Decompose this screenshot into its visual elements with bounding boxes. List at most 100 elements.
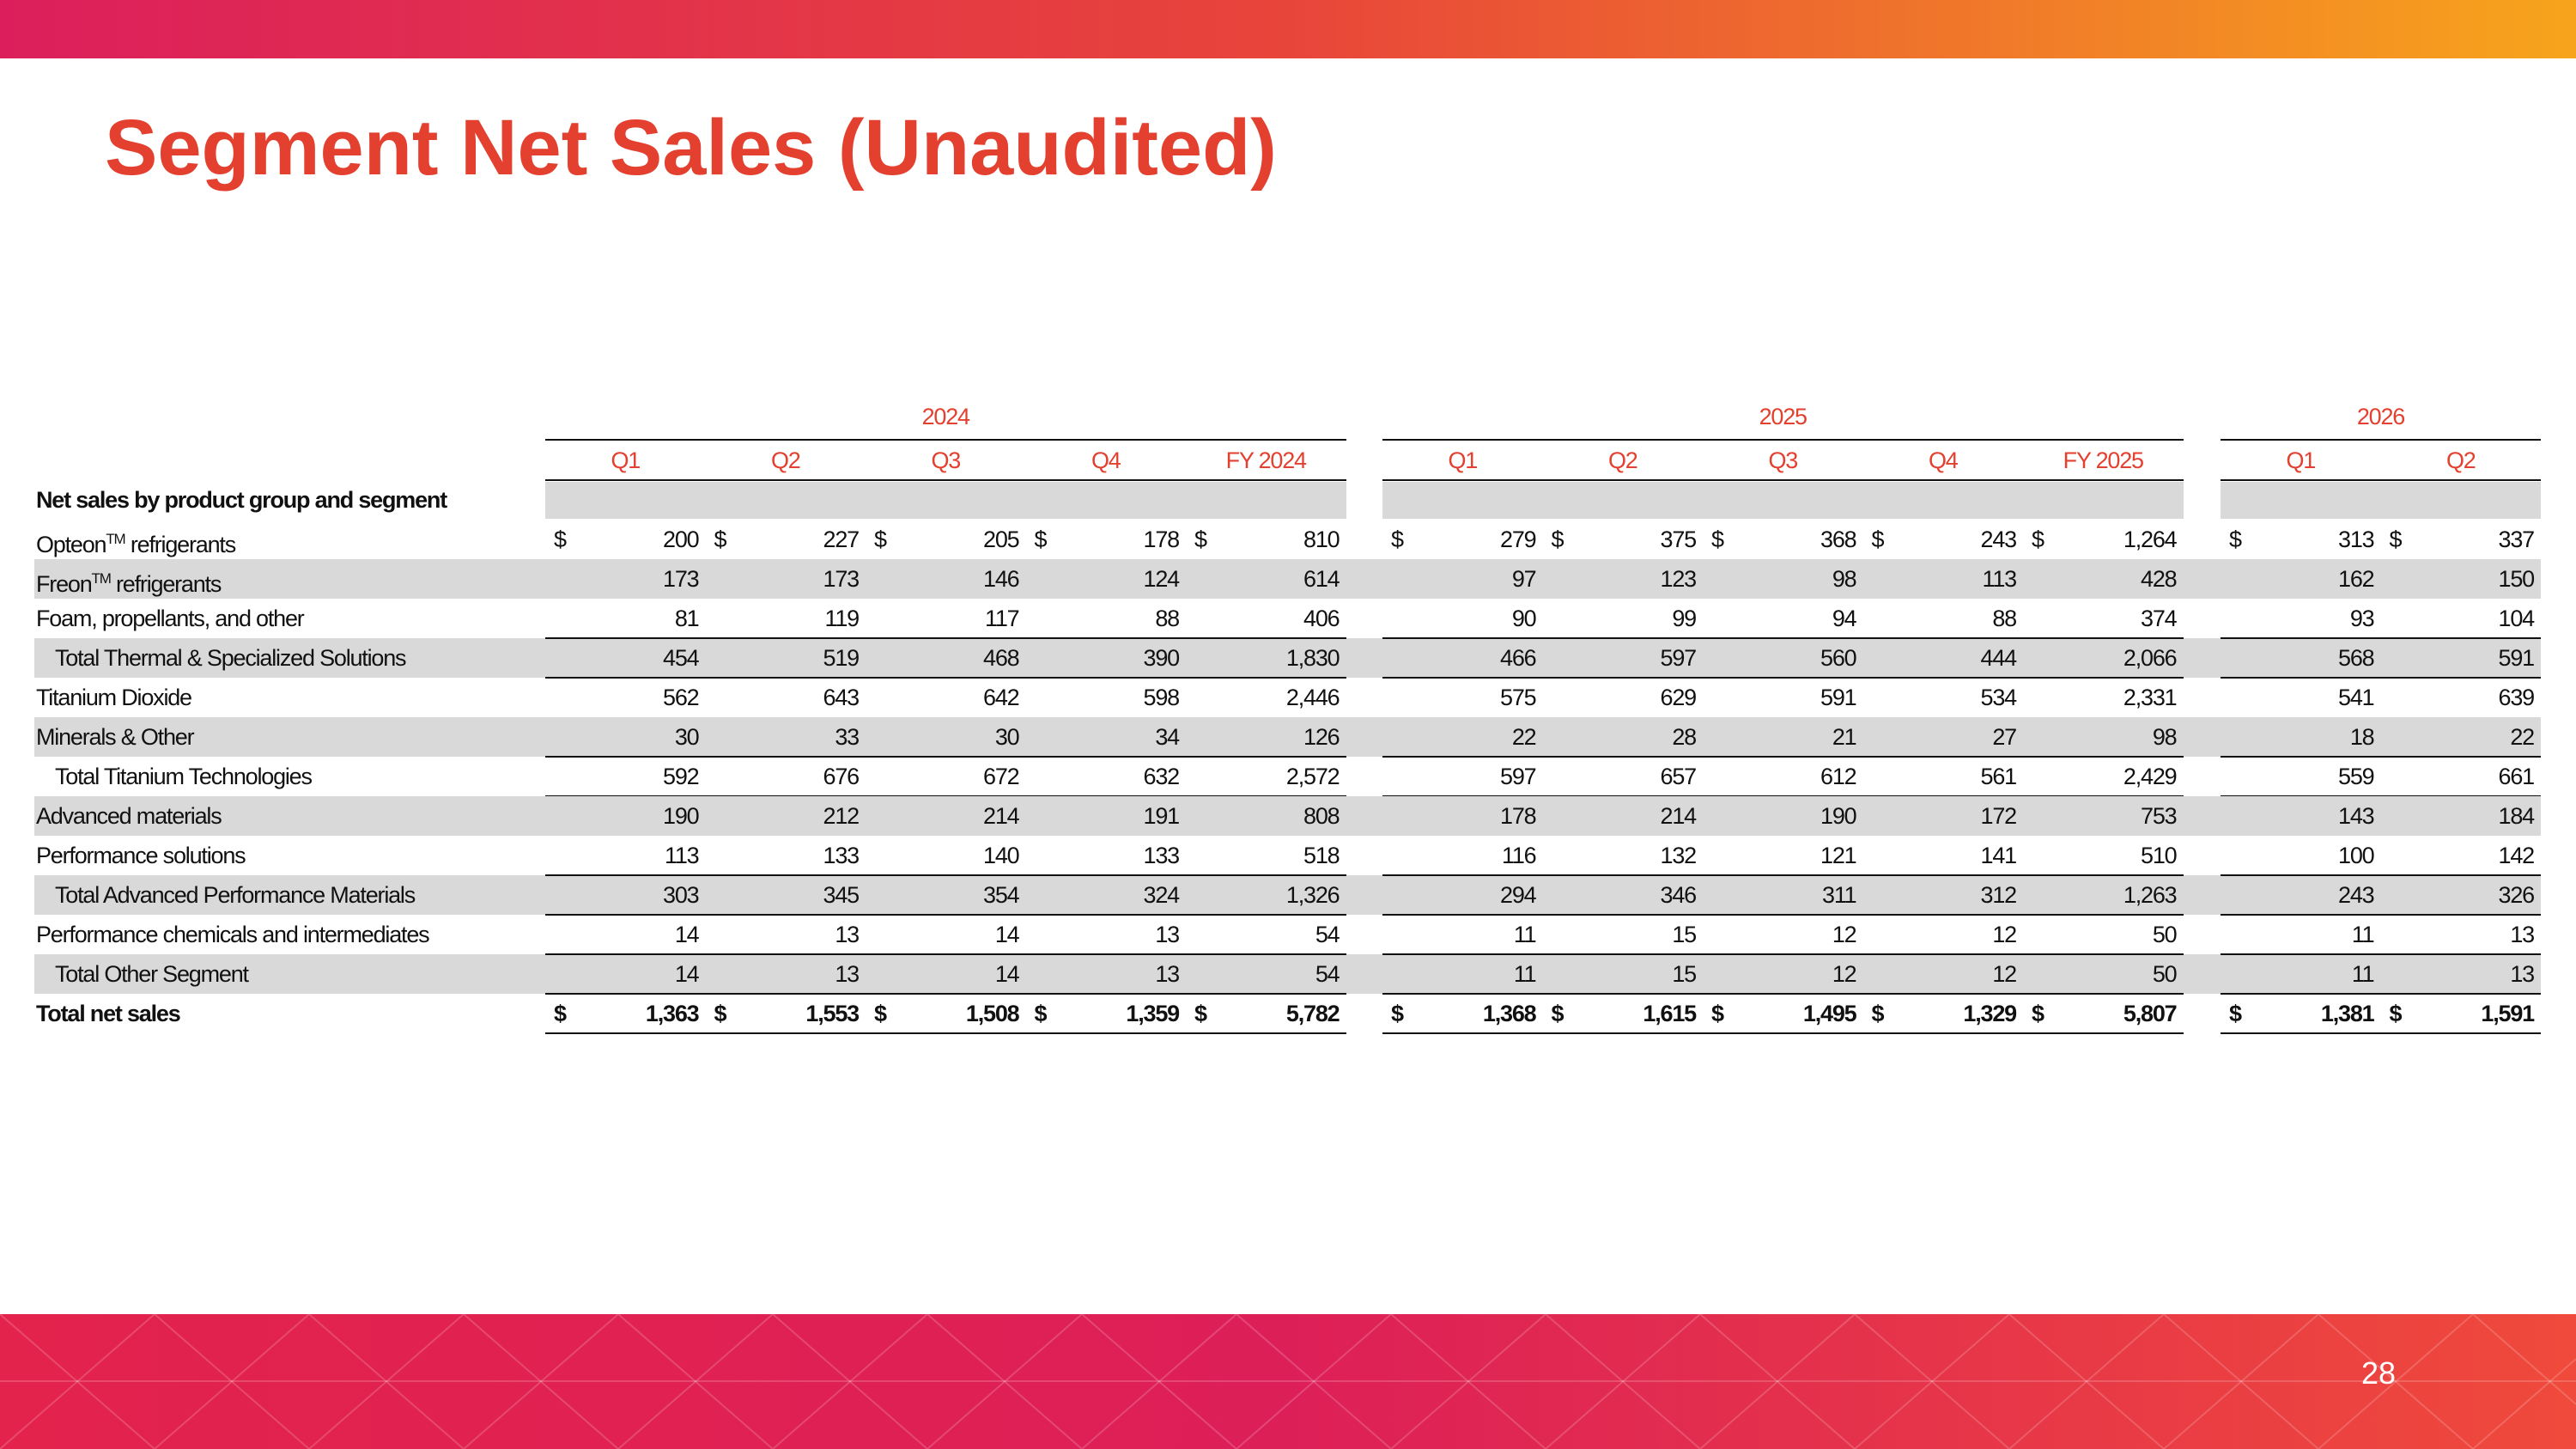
section-shade — [545, 482, 1346, 519]
value-cell: 119 — [824, 606, 860, 631]
value-cell: 597 — [1660, 645, 1698, 671]
value-cell: 1,508 — [965, 1001, 1020, 1026]
value-cell: 93 — [2349, 606, 2375, 631]
section-shade — [2221, 482, 2541, 519]
total-rule — [545, 874, 1346, 876]
value-cell: 614 — [1303, 566, 1340, 592]
label-text: Titanium Dioxide — [36, 685, 192, 710]
value-cell: 312 — [1980, 882, 2018, 908]
column-header: Q1 — [611, 447, 641, 473]
value-cell: 303 — [663, 882, 700, 908]
value-cell: 642 — [983, 685, 1020, 710]
value-cell: 21 — [1832, 724, 1857, 750]
value-cell: 13 — [835, 961, 860, 987]
column-header: Q3 — [1768, 447, 1798, 473]
value-cell: 212 — [823, 803, 860, 829]
value-cell: 173 — [663, 566, 700, 592]
currency-symbol: $ — [2389, 527, 2403, 552]
label-text: Performance solutions — [36, 843, 246, 868]
value-cell: 98 — [1832, 566, 1857, 592]
value-cell: 12 — [1992, 922, 2017, 947]
section-shade — [1382, 482, 2184, 519]
value-cell: 190 — [663, 803, 700, 829]
value-cell: 1,495 — [1802, 1001, 1857, 1026]
value-cell: 1,263 — [2123, 882, 2178, 908]
value-cell: 676 — [823, 764, 860, 789]
value-cell: 519 — [823, 645, 860, 671]
label-text: refrigerants — [125, 532, 236, 557]
value-cell: 94 — [1832, 606, 1857, 631]
value-cell: 100 — [2338, 843, 2375, 868]
row-label: Minerals & Other — [36, 717, 195, 757]
label-text: Total Titanium Technologies — [55, 764, 313, 789]
value-cell: 11 — [1513, 922, 1537, 947]
currency-symbol: $ — [1194, 1001, 1207, 1026]
value-cell: 632 — [1143, 764, 1181, 789]
currency-symbol: $ — [714, 527, 727, 552]
value-cell: 200 — [663, 527, 700, 552]
value-cell: 11 — [2351, 922, 2375, 947]
value-cell: 568 — [2338, 645, 2375, 671]
value-cell: 354 — [983, 882, 1020, 908]
currency-symbol: $ — [1391, 527, 1404, 552]
value-cell: 11 — [1513, 961, 1537, 987]
value-cell: 15 — [1672, 922, 1697, 947]
header-rule — [1382, 479, 2184, 481]
value-cell: 191 — [1143, 803, 1181, 829]
value-cell: 1,329 — [1963, 1001, 2017, 1026]
total-rule — [545, 677, 1346, 679]
value-cell: 27 — [1992, 724, 2017, 750]
total-rule — [1382, 914, 2184, 916]
row-shade — [34, 717, 2541, 757]
value-cell: 374 — [2141, 606, 2178, 631]
value-cell: 612 — [1820, 764, 1857, 789]
currency-symbol: $ — [1871, 527, 1885, 552]
header-rule — [2221, 479, 2541, 481]
value-cell: 90 — [1511, 606, 1537, 631]
currency-symbol: $ — [2229, 1001, 2242, 1026]
total-rule — [545, 953, 1346, 955]
value-cell: 5,807 — [2123, 1001, 2178, 1026]
row-shade — [34, 954, 2541, 994]
value-cell: 2,446 — [1285, 685, 1340, 710]
value-cell: 808 — [1303, 803, 1340, 829]
value-cell: 121 — [1820, 843, 1857, 868]
column-header: Q4 — [1928, 447, 1959, 473]
value-cell: 591 — [2498, 645, 2536, 671]
value-cell: 178 — [1143, 527, 1181, 552]
trademark: TM — [91, 570, 112, 587]
value-cell: 428 — [2141, 566, 2178, 592]
value-cell: 22 — [2510, 724, 2535, 750]
total-rule — [1382, 677, 2184, 679]
year-header: 2025 — [1759, 404, 1807, 429]
value-cell: 12 — [1832, 961, 1857, 987]
value-cell: 97 — [1511, 566, 1537, 592]
value-cell: 12 — [1832, 922, 1857, 947]
label-text: Total Other Segment — [55, 961, 249, 987]
value-cell: 1,264 — [2123, 527, 2178, 552]
value-cell: 562 — [663, 685, 700, 710]
currency-symbol: $ — [1551, 527, 1564, 552]
value-cell: 88 — [1992, 606, 2017, 631]
value-cell: 113 — [1982, 566, 2018, 592]
value-cell: 50 — [2152, 922, 2178, 947]
value-cell: 406 — [1303, 606, 1340, 631]
bottom-band — [0, 1314, 2576, 1449]
currency-symbol: $ — [714, 1001, 727, 1026]
value-cell: 81 — [674, 606, 700, 631]
value-cell: 311 — [1822, 882, 1857, 908]
total-rule — [1382, 637, 2184, 639]
value-cell: 324 — [1143, 882, 1181, 908]
label-text: Total net sales — [36, 1001, 181, 1026]
value-cell: 575 — [1500, 685, 1537, 710]
value-cell: 629 — [1660, 685, 1698, 710]
slide-title: Segment Net Sales (Unaudited) — [105, 104, 1277, 192]
value-cell: 1,830 — [1285, 645, 1340, 671]
value-cell: 1,363 — [645, 1001, 700, 1026]
header-rule — [545, 439, 1346, 441]
value-cell: 172 — [1980, 803, 2018, 829]
column-header: FY 2025 — [2063, 447, 2144, 473]
value-cell: 117 — [985, 606, 1020, 631]
total-rule — [1382, 756, 2184, 758]
column-header: Q2 — [770, 447, 801, 473]
